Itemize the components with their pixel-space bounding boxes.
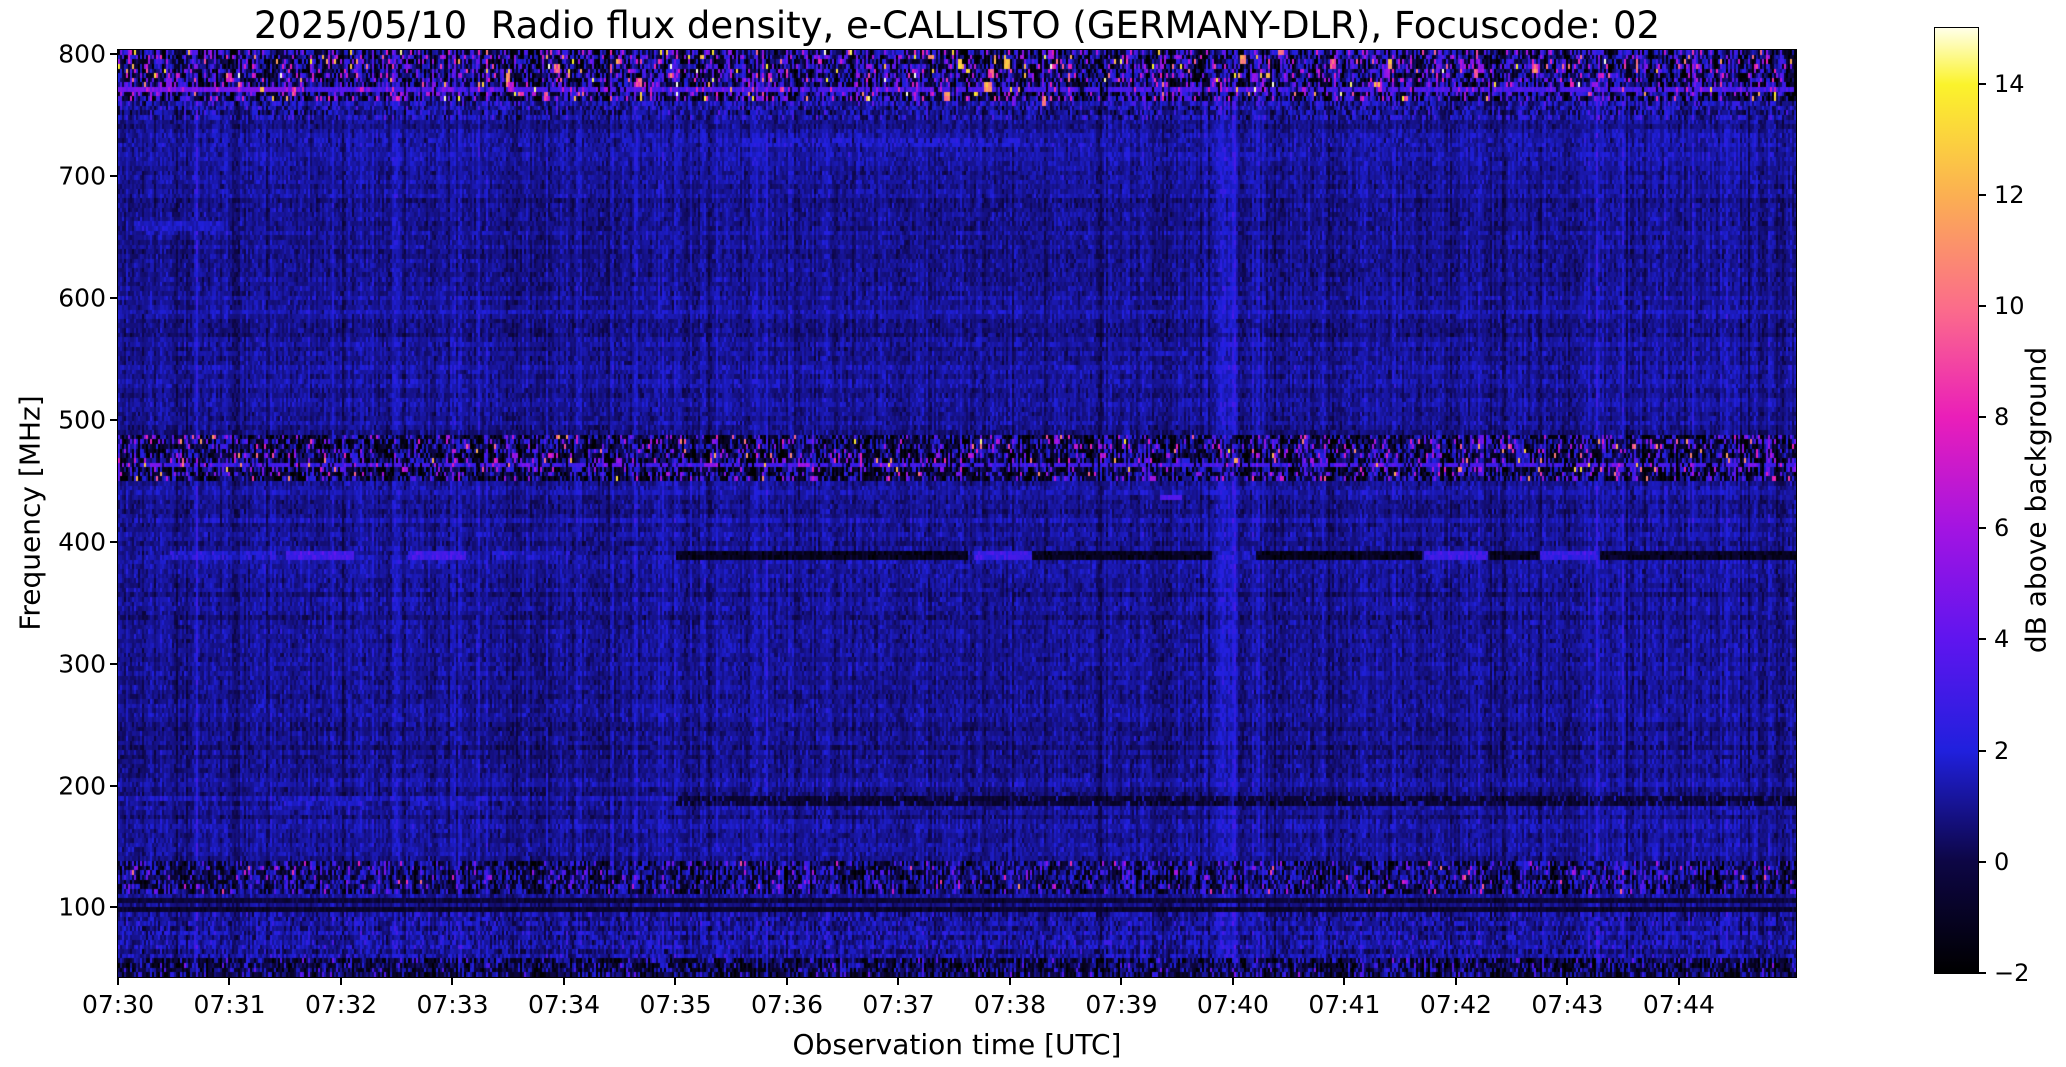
colorbar-tick-mark: [1978, 972, 1986, 974]
colorbar-tick-label: 0: [1994, 847, 2010, 876]
chart-title: 2025/05/10 Radio flux density, e-CALLIST…: [253, 4, 1661, 47]
colorbar-tick-mark: [1978, 193, 1986, 196]
spectrogram-canvas: [117, 49, 1796, 977]
x-tick-label: 07:39: [1085, 990, 1158, 1019]
x-tick-mark: [228, 977, 231, 985]
x-tick-label: 07:33: [416, 990, 489, 1019]
y-tick-mark: [110, 52, 118, 55]
colorbar-tick-mark: [1978, 304, 1986, 307]
colorbar-tick-mark: [1978, 860, 1986, 863]
colorbar-tick-label: 14: [1994, 69, 2025, 98]
colorbar-tick-label: 12: [1994, 180, 2025, 209]
colorbar-tick-mark: [1978, 638, 1986, 641]
x-tick-label: 07:34: [527, 990, 600, 1019]
x-tick-label: 07:38: [973, 990, 1046, 1019]
y-tick-mark: [110, 540, 118, 543]
y-tick-label: 200: [58, 771, 106, 800]
colorbar-tick-mark: [1978, 527, 1986, 530]
x-tick-label: 07:37: [862, 990, 935, 1019]
x-axis-label: Observation time [UTC]: [792, 1028, 1122, 1061]
colorbar-gradient: [1934, 27, 1978, 973]
x-tick-label: 07:32: [304, 990, 378, 1019]
x-tick-mark: [1008, 977, 1011, 985]
x-tick-label: 07:40: [1196, 990, 1269, 1019]
colorbar-tick-label: 10: [1994, 291, 2025, 320]
y-tick-label: 600: [58, 283, 106, 313]
x-tick-label: 07:35: [639, 990, 712, 1019]
colorbar-tick-mark: [1978, 82, 1986, 85]
x-tick-mark: [785, 977, 788, 985]
x-tick-mark: [897, 977, 900, 985]
y-tick-label: 800: [58, 39, 106, 69]
x-tick-mark: [562, 977, 565, 985]
x-tick-label: 07:36: [750, 990, 823, 1019]
x-tick-label: 07:31: [193, 990, 266, 1019]
x-tick-label: 07:43: [1531, 990, 1604, 1019]
colorbar-tick-label: 4: [1994, 625, 2010, 654]
x-tick-label: 07:44: [1642, 990, 1715, 1019]
y-tick-mark: [110, 662, 118, 665]
colorbar: [1933, 26, 1979, 974]
y-tick-label: 300: [58, 649, 106, 679]
colorbar-label: dB above background: [2019, 346, 2053, 654]
y-tick-mark: [110, 296, 118, 299]
y-tick-mark: [110, 906, 118, 909]
y-tick-mark: [110, 784, 118, 787]
x-tick-mark: [451, 977, 454, 985]
x-tick-mark: [339, 977, 342, 985]
colorbar-tick-label: −2: [1994, 959, 2030, 987]
y-tick-label: 400: [58, 527, 106, 557]
x-tick-label: 07:42: [1419, 990, 1492, 1019]
colorbar-tick-label: 2: [1994, 736, 2010, 765]
colorbar-tick-label: 6: [1994, 514, 2010, 543]
x-tick-label: 07:41: [1308, 990, 1381, 1019]
x-tick-mark: [117, 977, 119, 985]
plot-area: [116, 48, 1797, 978]
y-tick-label: 500: [58, 405, 106, 435]
y-tick-label: 100: [58, 892, 106, 922]
y-tick-mark: [110, 174, 118, 177]
x-tick-mark: [1454, 977, 1457, 985]
colorbar-tick-mark: [1978, 749, 1986, 752]
x-tick-mark: [1120, 977, 1123, 985]
x-tick-mark: [1566, 977, 1569, 985]
y-tick-mark: [110, 418, 118, 421]
x-tick-mark: [1343, 977, 1346, 985]
x-tick-label: 07:30: [81, 990, 155, 1019]
x-tick-mark: [674, 977, 677, 985]
x-tick-mark: [1677, 977, 1680, 985]
x-tick-mark: [1231, 977, 1234, 985]
colorbar-tick-mark: [1978, 416, 1986, 419]
colorbar-tick-label: 8: [1994, 403, 2010, 432]
y-tick-label: 700: [58, 161, 106, 191]
